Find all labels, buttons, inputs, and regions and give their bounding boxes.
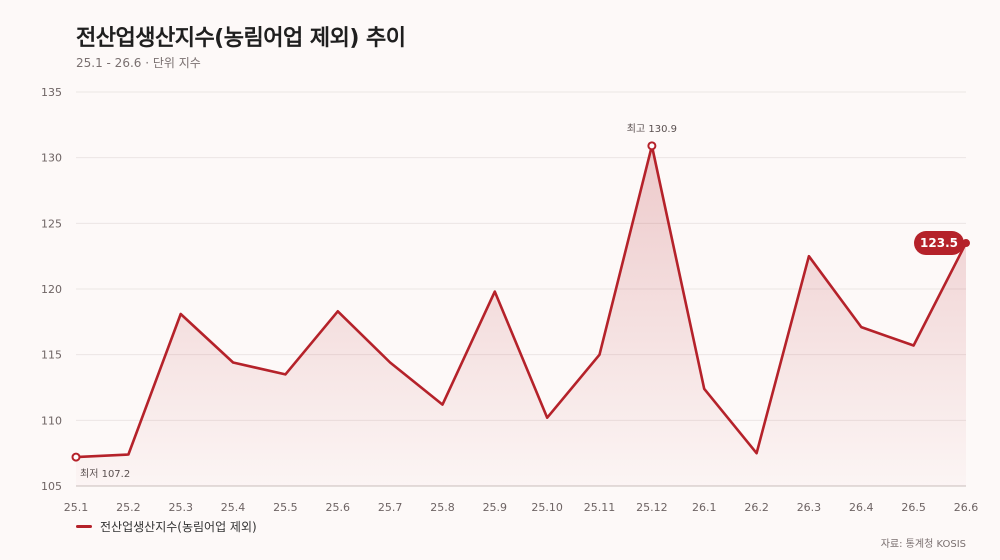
y-tick-label: 125 [41,217,62,230]
last-value-label: 123.5 [920,236,958,250]
x-tick-label: 25.4 [221,501,246,514]
x-tick-label: 25.6 [326,501,351,514]
last-point-marker [962,239,970,248]
data-point [702,387,706,391]
x-tick-label: 26.3 [797,501,822,514]
x-tick-label: 25.2 [116,501,141,514]
min-label: 최저 107.2 [80,468,130,480]
series-line [74,144,968,459]
data-point [388,361,392,365]
data-point [231,361,235,365]
chart-subtitle: 25.1 - 26.6 · 단위 지수 [76,56,201,70]
x-tick-label: 25.3 [168,501,193,514]
max-label: 최고 130.9 [627,123,677,135]
legend-label: 전산업생산지수(농림어업 제외) [100,520,257,534]
data-point [440,403,444,407]
x-tick-label: 25.9 [483,501,508,514]
x-tick-label: 26.5 [901,501,926,514]
data-point [912,343,916,347]
source-note: 자료: 통계청 KOSIS [880,539,966,550]
min-point-marker [71,452,81,462]
data-point [336,309,340,313]
x-tick-label: 25.8 [430,501,455,514]
y-tick-label: 110 [41,414,62,427]
x-tick-label: 26.6 [954,501,979,514]
last-value-badge [914,231,964,256]
chart-title: 전산업생산지수(농림어업 제외) 추이 [76,26,406,51]
data-point [598,353,602,357]
x-tick-label: 25.12 [636,501,668,514]
x-tick-label: 26.1 [692,501,717,514]
data-point [545,416,549,420]
data-point [283,372,287,376]
data-point [859,325,863,329]
data-point [493,290,497,294]
x-tick-label: 25.7 [378,501,403,514]
x-tick-label: 25.5 [273,501,298,514]
y-tick-label: 115 [41,349,62,362]
data-point [807,254,811,258]
x-tick-label: 25.1 [64,501,89,514]
data-point [126,452,130,456]
x-tick-label: 25.11 [584,501,616,514]
legend: 전산업생산지수(농림어업 제외) [76,518,257,535]
y-tick-label: 105 [41,480,62,493]
data-point [179,312,183,316]
data-point [755,451,759,455]
y-tick-label: 130 [41,152,62,165]
legend-swatch [76,525,92,528]
y-tick-label: 135 [41,86,62,99]
max-point-marker [647,141,657,151]
x-tick-label: 26.2 [744,501,769,514]
x-tick-label: 25.10 [531,501,563,514]
y-tick-label: 120 [41,283,62,296]
area-fill [76,145,966,487]
x-tick-label: 26.4 [849,501,874,514]
